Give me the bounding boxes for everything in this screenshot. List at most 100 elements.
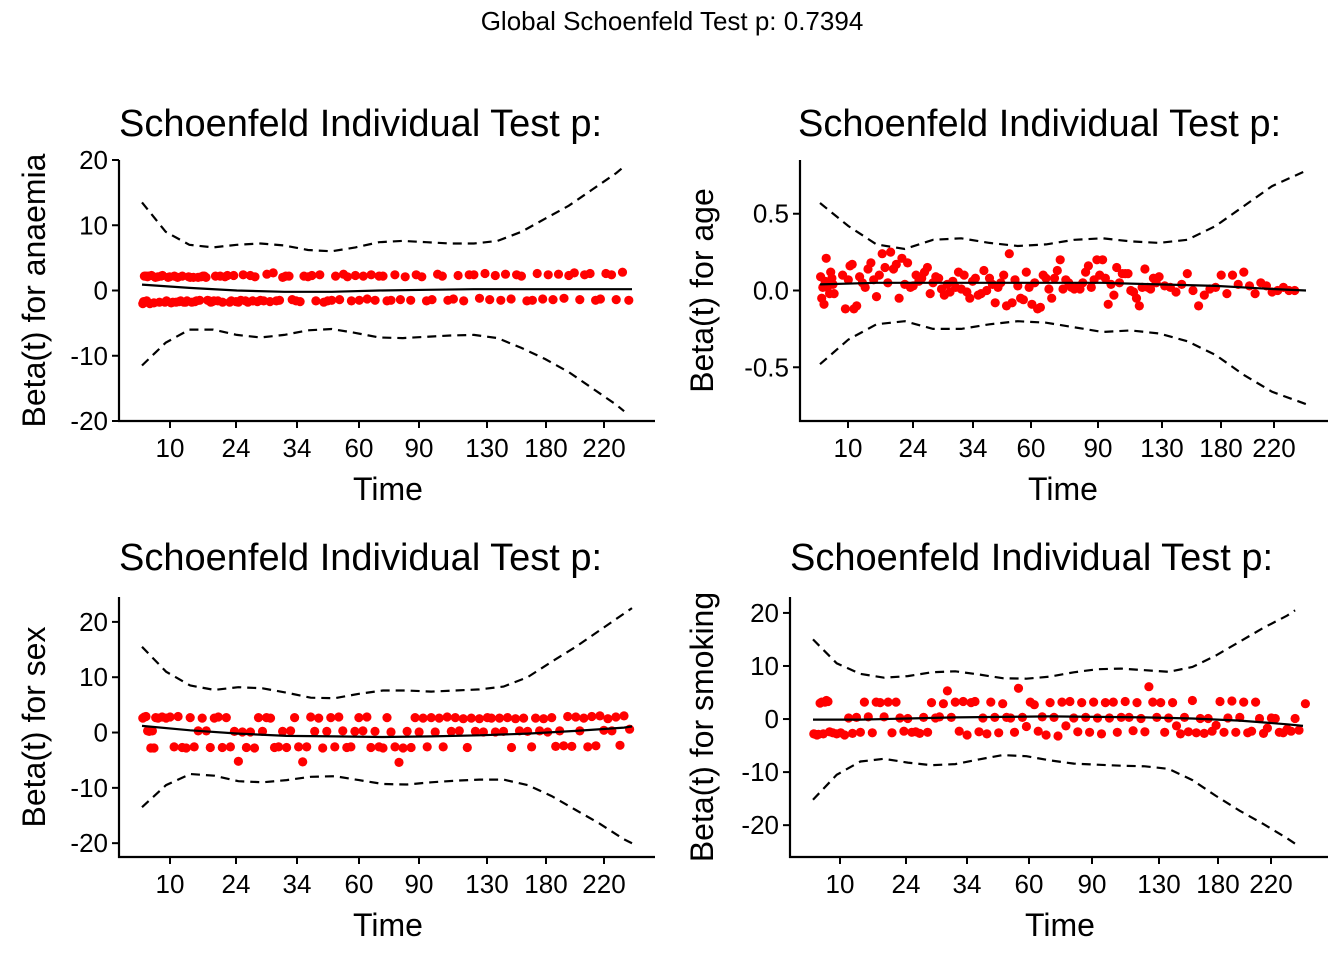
residual-point <box>1021 267 1031 277</box>
residual-point <box>551 741 561 752</box>
residual-point <box>894 293 904 303</box>
residual-point <box>1262 723 1272 733</box>
lower-confidence-band <box>812 753 1296 845</box>
beta-smooth-line <box>141 283 632 293</box>
residual-point <box>453 270 463 281</box>
residual-point <box>1108 697 1118 707</box>
residual-point <box>282 742 292 753</box>
x-tick-label: 180 <box>524 433 567 463</box>
residual-point <box>286 726 296 736</box>
x-tick-label: 34 <box>959 433 988 463</box>
residual-point <box>1096 729 1107 739</box>
residual-point <box>201 272 211 282</box>
residual-point <box>1160 727 1170 737</box>
residual-point <box>1045 698 1055 708</box>
x-tick-label: 130 <box>465 869 508 899</box>
residual-point <box>414 727 424 737</box>
residual-point <box>1199 728 1209 739</box>
residual-point <box>314 713 324 723</box>
residual-point <box>1219 727 1229 737</box>
residual-point <box>358 271 368 281</box>
y-tick-label: 10 <box>79 662 108 692</box>
residual-point <box>903 258 913 268</box>
x-tick-label: 34 <box>283 869 312 899</box>
residual-point <box>1191 728 1201 738</box>
residual-point <box>1168 698 1178 708</box>
residual-point <box>926 698 937 708</box>
residual-point <box>1007 298 1017 308</box>
residual-point <box>1222 289 1232 299</box>
lower-confidence-band <box>141 327 625 413</box>
residual-point <box>173 711 183 722</box>
residual-point <box>962 730 972 740</box>
residual-point <box>486 713 496 723</box>
residual-point <box>438 742 448 752</box>
residual-point <box>516 271 527 281</box>
residual-point <box>1154 272 1164 282</box>
residual-point <box>442 712 452 722</box>
residual-point <box>1211 720 1221 731</box>
residual-point <box>1083 261 1093 271</box>
residual-point <box>241 742 251 753</box>
residual-point <box>335 295 345 305</box>
residual-point <box>366 742 376 753</box>
panel-4: Schoenfeld Individual Test p: 20 10 0 -10 -20… <box>684 537 1328 943</box>
residual-point <box>579 713 589 723</box>
residual-point <box>867 728 877 738</box>
residual-point <box>426 713 436 723</box>
upper-confidence-band <box>819 169 1307 251</box>
y-tick-label: 20 <box>750 598 779 628</box>
residual-point <box>1089 697 1099 707</box>
residual-point <box>855 727 866 737</box>
residual-point <box>394 757 404 768</box>
residual-point <box>213 712 223 722</box>
residual-point <box>278 726 288 737</box>
residual-point <box>494 713 505 723</box>
residual-point <box>859 697 870 707</box>
residual-point <box>427 295 437 305</box>
residual-point <box>1120 696 1130 707</box>
y-tick-label: -10 <box>741 757 779 787</box>
residual-point <box>307 270 317 281</box>
residual-point <box>390 742 400 752</box>
residual-point <box>979 265 989 276</box>
x-tick-label: 180 <box>524 869 567 899</box>
residual-point <box>290 713 300 723</box>
global-title: Global Schoenfeld Test p: 0.7394 <box>480 6 864 36</box>
residual-point <box>611 295 621 305</box>
y-axis-label: Beta(t) for sex <box>16 627 52 828</box>
residual-point <box>1199 290 1209 300</box>
panel-title: Schoenfeld Individual Test p: <box>790 537 1273 579</box>
y-tick-label: -20 <box>741 810 779 840</box>
residual-point <box>274 295 285 305</box>
residual-point <box>938 699 949 709</box>
residual-point <box>1300 699 1310 709</box>
residual-point <box>899 726 909 736</box>
x-axis-label: Time <box>1025 907 1095 943</box>
x-tick-label: 10 <box>156 433 185 463</box>
residual-point <box>606 270 617 280</box>
residual-point <box>490 270 500 281</box>
panel-1: Schoenfeld Individual Test p: 20 10 0 -10 -20… <box>16 103 655 507</box>
residual-point <box>362 294 372 304</box>
residual-point <box>265 713 276 723</box>
residual-point <box>994 728 1004 738</box>
residual-point <box>1146 284 1156 294</box>
x-tick-label: 10 <box>834 433 863 463</box>
residual-point <box>147 726 157 736</box>
residual-point <box>1182 269 1192 279</box>
residual-point <box>1136 713 1146 724</box>
residual-point <box>306 712 316 722</box>
residual-point <box>1077 698 1087 708</box>
residual-point <box>887 728 897 738</box>
x-tick-label: 24 <box>222 433 251 463</box>
residual-point <box>959 270 969 280</box>
residual-point <box>238 270 248 280</box>
residual-point <box>999 270 1009 280</box>
residual-point <box>195 295 205 305</box>
residual-point <box>1227 696 1237 706</box>
residual-point <box>1227 270 1238 280</box>
residual-point <box>1144 682 1154 692</box>
residual-point <box>595 294 606 304</box>
residual-point <box>500 269 511 279</box>
